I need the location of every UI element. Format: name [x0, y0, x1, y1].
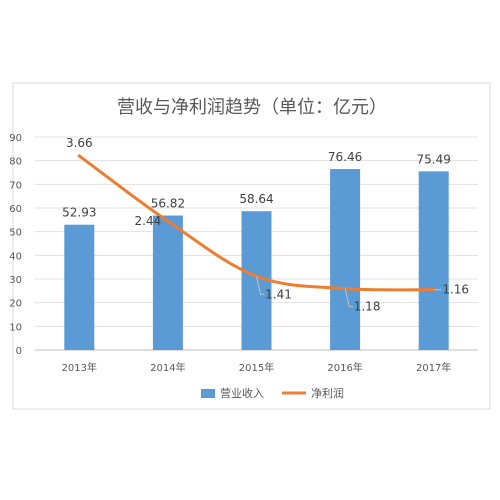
data-labels: 52.93 56.82 58.64 76.46 75.49 3.66 2.44 1.41 1.1…	[62, 136, 469, 314]
x-tick-label: 2017年	[416, 361, 451, 374]
x-tick-label: 2015年	[239, 361, 274, 374]
x-tick-label: 2016年	[327, 361, 362, 374]
revenue-bar-label: 58.64	[239, 192, 273, 206]
y-axis-ticks: 0 10 20 30 40 50 60 70 80 90	[9, 133, 22, 357]
legend-label-net-profit: 净利润	[311, 386, 344, 400]
net-profit-label: 2.44	[135, 214, 162, 228]
y-tick-label: 30	[9, 275, 22, 286]
revenue-bar-label: 52.93	[62, 206, 96, 220]
x-axis-ticks: 2013年 2014年 2015年 2016年 2017年	[62, 361, 452, 374]
y-tick-label: 0	[16, 346, 22, 357]
net-profit-label: 1.41	[265, 287, 292, 301]
revenue-bar	[64, 224, 95, 350]
net-profit-leader	[256, 276, 265, 295]
revenue-bar	[152, 215, 183, 350]
revenue-bar-label: 75.49	[417, 152, 451, 166]
y-tick-label: 80	[9, 157, 22, 168]
chart-title: 营收与净利润趋势（单位：亿元）	[117, 97, 387, 118]
legend: 营业收入 净利润	[201, 386, 344, 400]
net-profit-label: 3.66	[66, 136, 93, 150]
gridlines	[35, 136, 478, 351]
net-profit-leader	[344, 288, 354, 308]
y-tick-label: 70	[9, 180, 22, 191]
net-profit-point	[77, 154, 81, 158]
revenue-bar-label: 76.46	[328, 150, 362, 164]
y-tick-label: 20	[9, 299, 22, 310]
net-profit-label: 1.16	[442, 283, 469, 297]
legend-label-revenue: 营业收入	[220, 386, 264, 400]
y-tick-label: 50	[9, 228, 22, 239]
legend-swatch-revenue	[201, 389, 215, 398]
y-tick-label: 40	[9, 251, 22, 262]
revenue-bar	[418, 171, 449, 350]
revenue-bar-label: 56.82	[151, 197, 185, 211]
x-tick-label: 2013年	[62, 361, 97, 374]
x-tick-label: 2014年	[150, 361, 185, 374]
revenue-bar	[330, 169, 361, 350]
net-profit-point	[166, 219, 170, 223]
y-tick-label: 10	[9, 322, 22, 333]
net-profit-label: 1.18	[354, 300, 381, 314]
y-tick-label: 60	[9, 204, 22, 215]
y-tick-label: 90	[9, 133, 22, 144]
